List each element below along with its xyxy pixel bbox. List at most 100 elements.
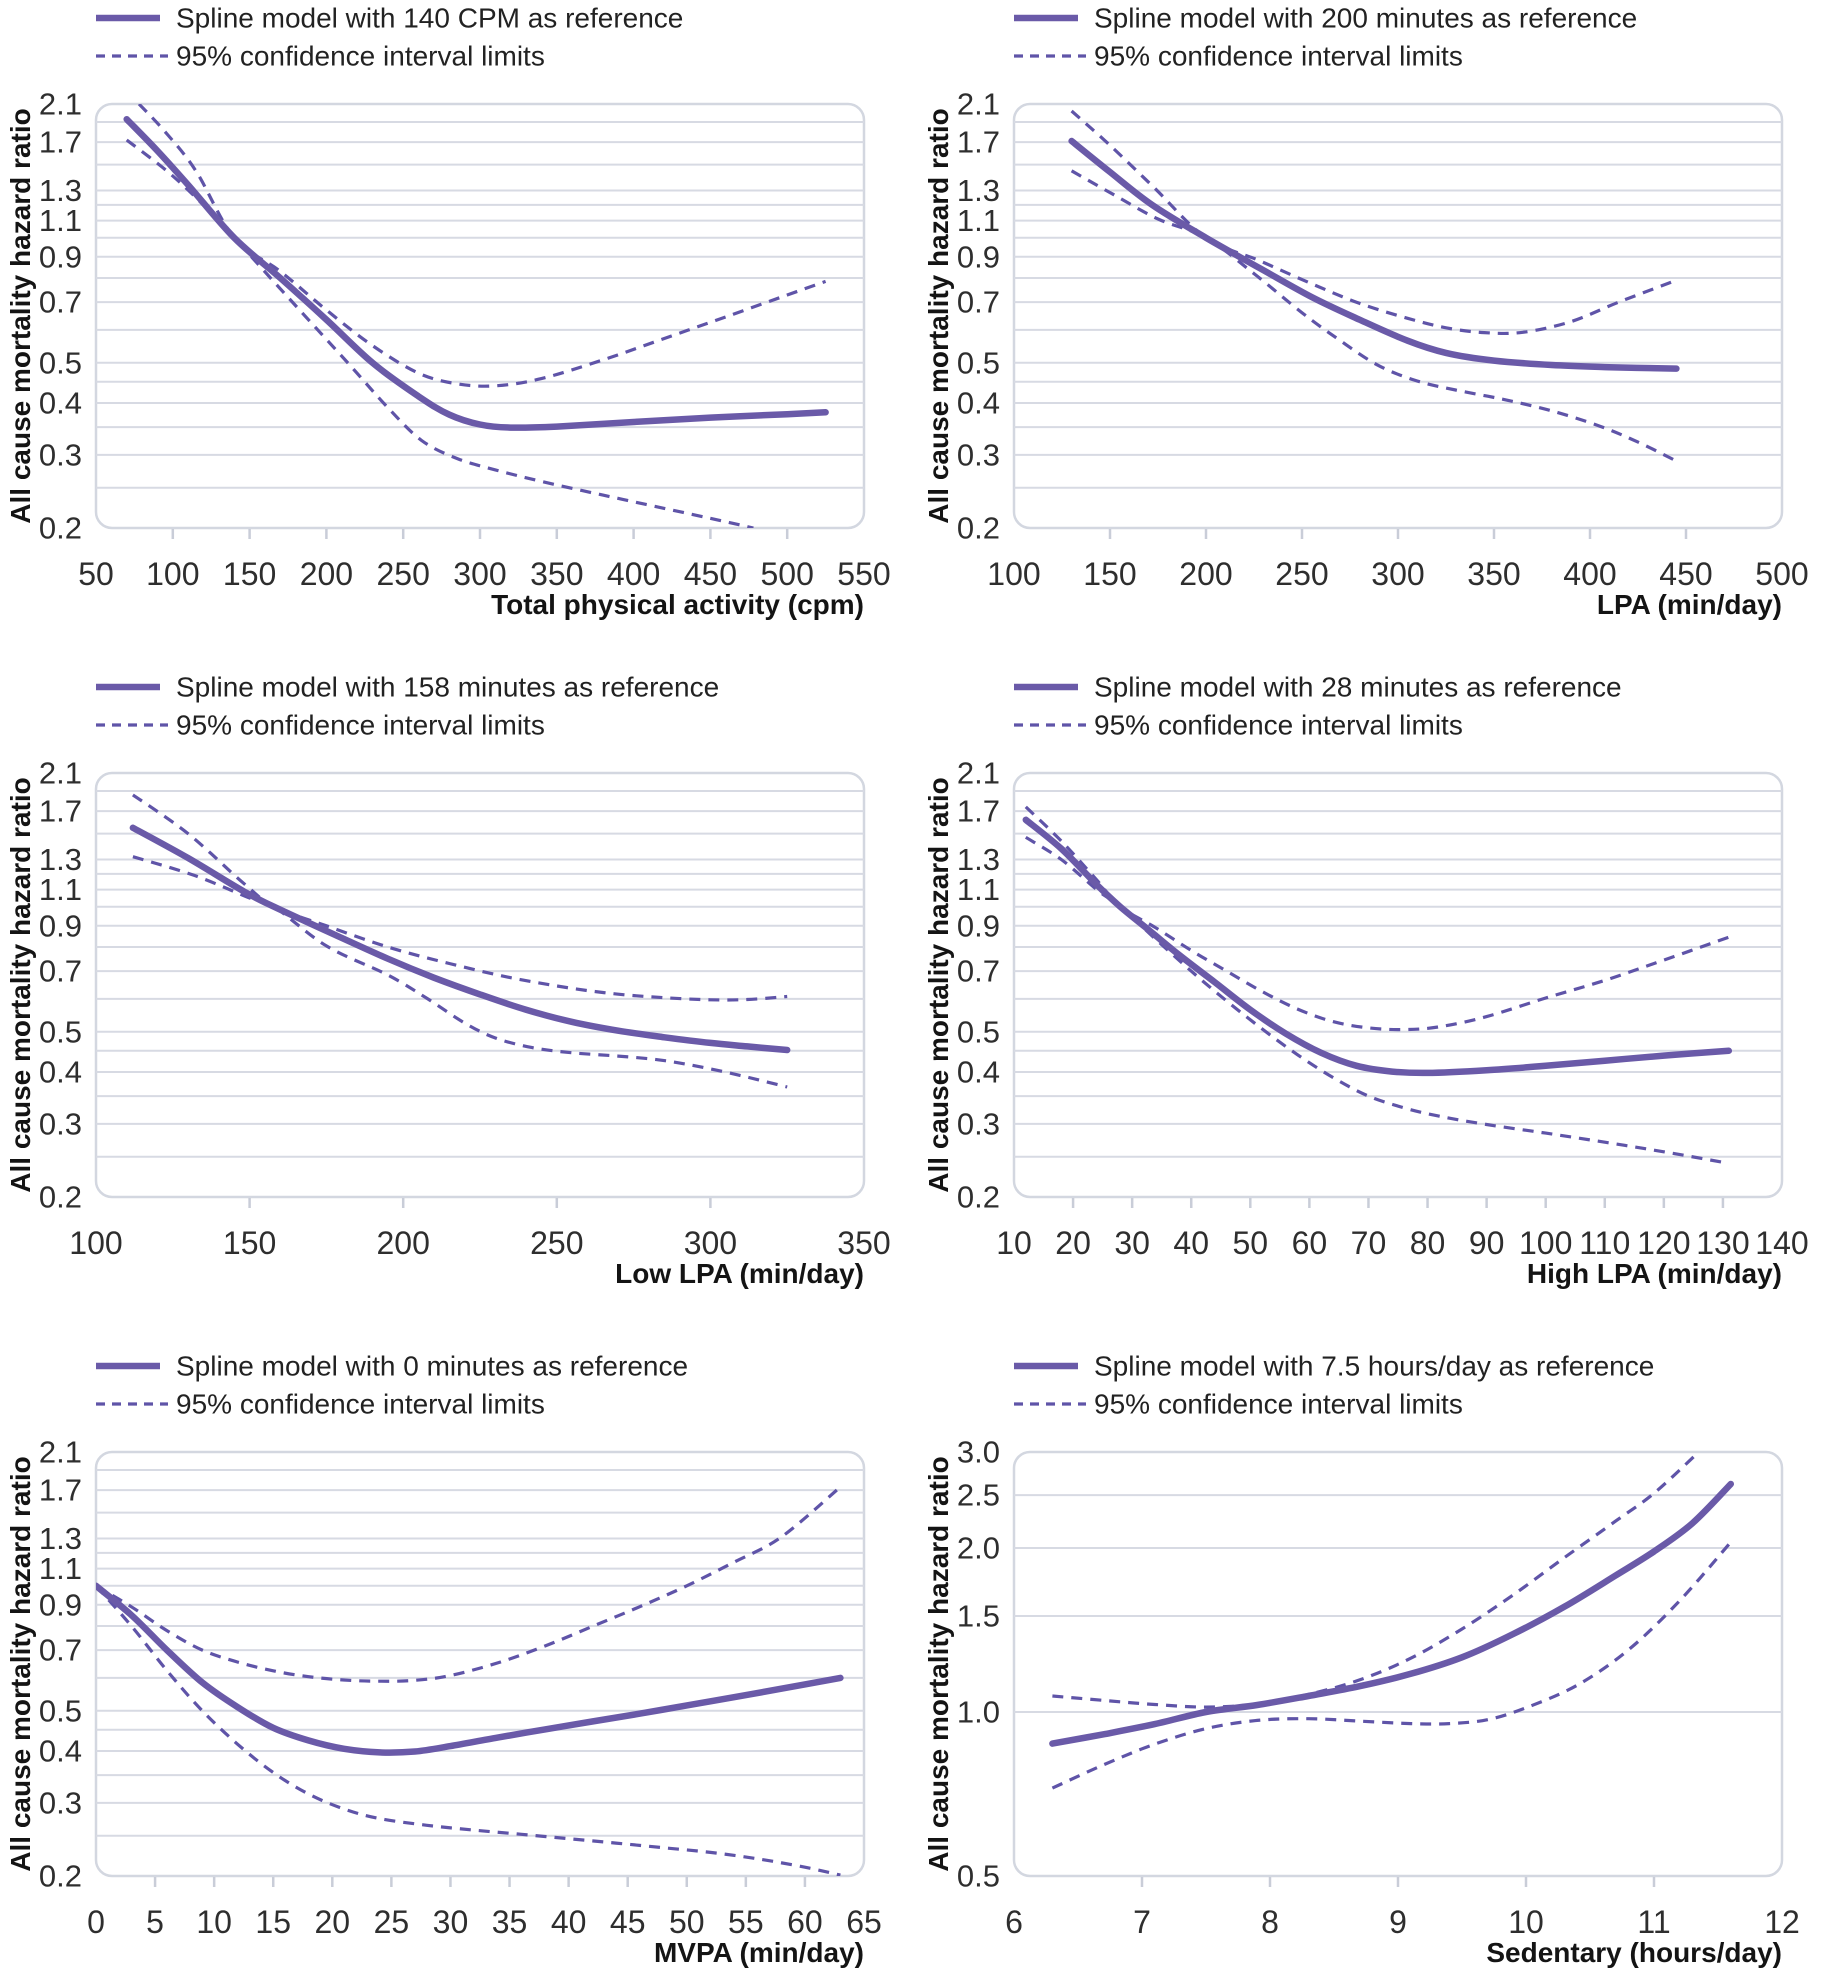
y-tick-label: 1.7 xyxy=(39,794,82,829)
y-tick-labels: 2.11.7 1.31.10.9 0.7 0.5 0.4 0.3 0.2 xyxy=(39,756,82,1215)
y-axis-title: All cause mortality hazard ratio xyxy=(5,108,36,523)
y-tick-label: 0.2 xyxy=(39,1180,82,1215)
y-tick-label: 0.4 xyxy=(39,1734,82,1769)
x-tick-label: 300 xyxy=(1371,556,1424,592)
x-tick-label: 200 xyxy=(377,1225,430,1261)
gridlines xyxy=(1014,121,1782,489)
y-tick-label: 0.7 xyxy=(39,285,82,320)
x-tick-labels: 100 150 200 250 300 350 xyxy=(69,1225,890,1261)
spline-curve xyxy=(1022,816,1733,1077)
x-tick-label: 5 xyxy=(146,1904,164,1940)
y-tick-label: 1.7 xyxy=(957,125,1000,160)
x-ticks xyxy=(248,1198,712,1208)
plot-frame xyxy=(1012,102,1784,530)
upper-ci-curve xyxy=(1052,1452,1700,1709)
lower-ci-curve xyxy=(1024,835,1730,1165)
y-tick-label: 0.5 xyxy=(957,1859,1000,1894)
x-axis-title: Low LPA (min/day) xyxy=(615,1258,864,1289)
y-tick-label: 1.0 xyxy=(957,1694,1000,1729)
chart-mvpa: Spline model with 0 minutes as reference… xyxy=(5,1351,882,1969)
x-tick-label: 100 xyxy=(1519,1225,1572,1261)
x-tick-label: 50 xyxy=(669,1904,705,1940)
y-tick-label: 0.4 xyxy=(39,1055,82,1090)
x-tick-label: 50 xyxy=(78,556,114,592)
curves xyxy=(1022,805,1733,1165)
spline-curve xyxy=(123,115,829,431)
spline-curve xyxy=(129,824,791,1054)
legend-ci-label: 95% confidence interval limits xyxy=(1094,710,1463,741)
plot-frame xyxy=(94,771,866,1199)
x-tick-label: 250 xyxy=(377,556,430,592)
x-tick-label: 10 xyxy=(1508,1904,1544,1940)
x-tick-label: 110 xyxy=(1579,1225,1630,1261)
y-axis-title: All cause mortality hazard ratio xyxy=(923,1456,954,1871)
legend: Spline model with 158 minutes as referen… xyxy=(96,672,719,741)
curves xyxy=(1049,1452,1735,1790)
x-tick-label: 100 xyxy=(987,556,1040,592)
x-tick-label: 450 xyxy=(684,556,737,592)
x-axis-title: Sedentary (hours/day) xyxy=(1486,1937,1782,1968)
legend-spline-label: Spline model with 7.5 hours/day as refer… xyxy=(1094,1351,1654,1382)
plot-frame xyxy=(1012,771,1784,1199)
plot-frame xyxy=(94,1450,866,1878)
x-tick-label: 8 xyxy=(1261,1904,1279,1940)
y-axis-title: All cause mortality hazard ratio xyxy=(923,777,954,1192)
panel-total-physical-activity: Spline model with 140 CPM as reference 95… xyxy=(0,0,918,657)
lower-ci-curve xyxy=(1070,169,1678,463)
y-tick-label: 1.1 xyxy=(39,1551,82,1586)
y-tick-label: 0.5 xyxy=(39,1014,82,1049)
gridlines xyxy=(96,121,864,489)
chart-total-physical-activity: Spline model with 140 CPM as reference 95… xyxy=(5,3,891,621)
y-tick-label: 1.3 xyxy=(957,842,1000,877)
x-tick-label: 9 xyxy=(1389,1904,1407,1940)
x-tick-label: 30 xyxy=(433,1904,469,1940)
y-tick-label: 0.2 xyxy=(957,1180,1000,1215)
x-tick-label: 350 xyxy=(837,1225,890,1261)
y-axis-title: All cause mortality hazard ratio xyxy=(5,777,36,1192)
upper-ci-curve xyxy=(137,104,827,388)
x-tick-label: 150 xyxy=(223,1225,276,1261)
y-tick-label: 0.7 xyxy=(957,954,1000,989)
panel-high-lpa: Spline model with 28 minutes as referenc… xyxy=(918,657,1836,1314)
x-tick-label: 500 xyxy=(761,556,814,592)
x-tick-label: 65 xyxy=(846,1904,882,1940)
y-tick-label: 2.0 xyxy=(957,1530,1000,1565)
legend-ci-label: 95% confidence interval limits xyxy=(176,1389,545,1420)
y-tick-label: 0.2 xyxy=(957,511,1000,546)
y-tick-label: 0.3 xyxy=(39,1785,82,1820)
panel-mvpa: Spline model with 0 minutes as reference… xyxy=(0,1314,918,1971)
x-tick-label: 400 xyxy=(607,556,660,592)
y-tick-label: 2.1 xyxy=(39,756,82,791)
y-axis-title: All cause mortality hazard ratio xyxy=(5,1456,36,1871)
x-ticks xyxy=(171,529,789,539)
x-tick-label: 20 xyxy=(1055,1225,1091,1261)
lower-ci-curve xyxy=(125,138,754,528)
y-tick-label: 0.9 xyxy=(39,1587,82,1622)
y-tick-label: 0.3 xyxy=(957,1106,1000,1141)
x-tick-label: 12 xyxy=(1764,1904,1800,1940)
y-tick-label: 1.7 xyxy=(957,794,1000,829)
x-tick-labels: 10 20 30 40 50 60 70 80 90 100 110 120 130 140 xyxy=(996,1225,1808,1261)
y-tick-label: 0.3 xyxy=(957,437,1000,472)
legend-ci-label: 95% confidence interval limits xyxy=(176,710,545,741)
x-tick-label: 80 xyxy=(1410,1225,1446,1261)
panel-lpa: Spline model with 200 minutes as referen… xyxy=(918,0,1836,657)
y-tick-label: 1.7 xyxy=(39,125,82,160)
x-tick-label: 130 xyxy=(1696,1225,1749,1261)
x-tick-label: 0 xyxy=(87,1904,105,1940)
gridlines xyxy=(96,790,864,1158)
x-ticks xyxy=(153,1877,807,1887)
x-tick-label: 120 xyxy=(1637,1225,1690,1261)
x-ticks xyxy=(1108,529,1688,539)
plot-frame xyxy=(1012,1450,1784,1878)
legend-ci-label: 95% confidence interval limits xyxy=(176,41,545,72)
y-tick-label: 3.0 xyxy=(957,1435,1000,1470)
lower-ci-curve xyxy=(96,1584,841,1876)
y-tick-label: 0.5 xyxy=(957,1014,1000,1049)
y-tick-label: 0.9 xyxy=(957,908,1000,943)
y-tick-label: 1.3 xyxy=(39,842,82,877)
x-tick-label: 15 xyxy=(255,1904,291,1940)
x-ticks xyxy=(1071,1198,1725,1208)
y-tick-labels: 2.11.7 1.31.10.9 0.7 0.5 0.4 0.3 0.2 xyxy=(957,87,1000,546)
y-tick-label: 0.7 xyxy=(39,954,82,989)
